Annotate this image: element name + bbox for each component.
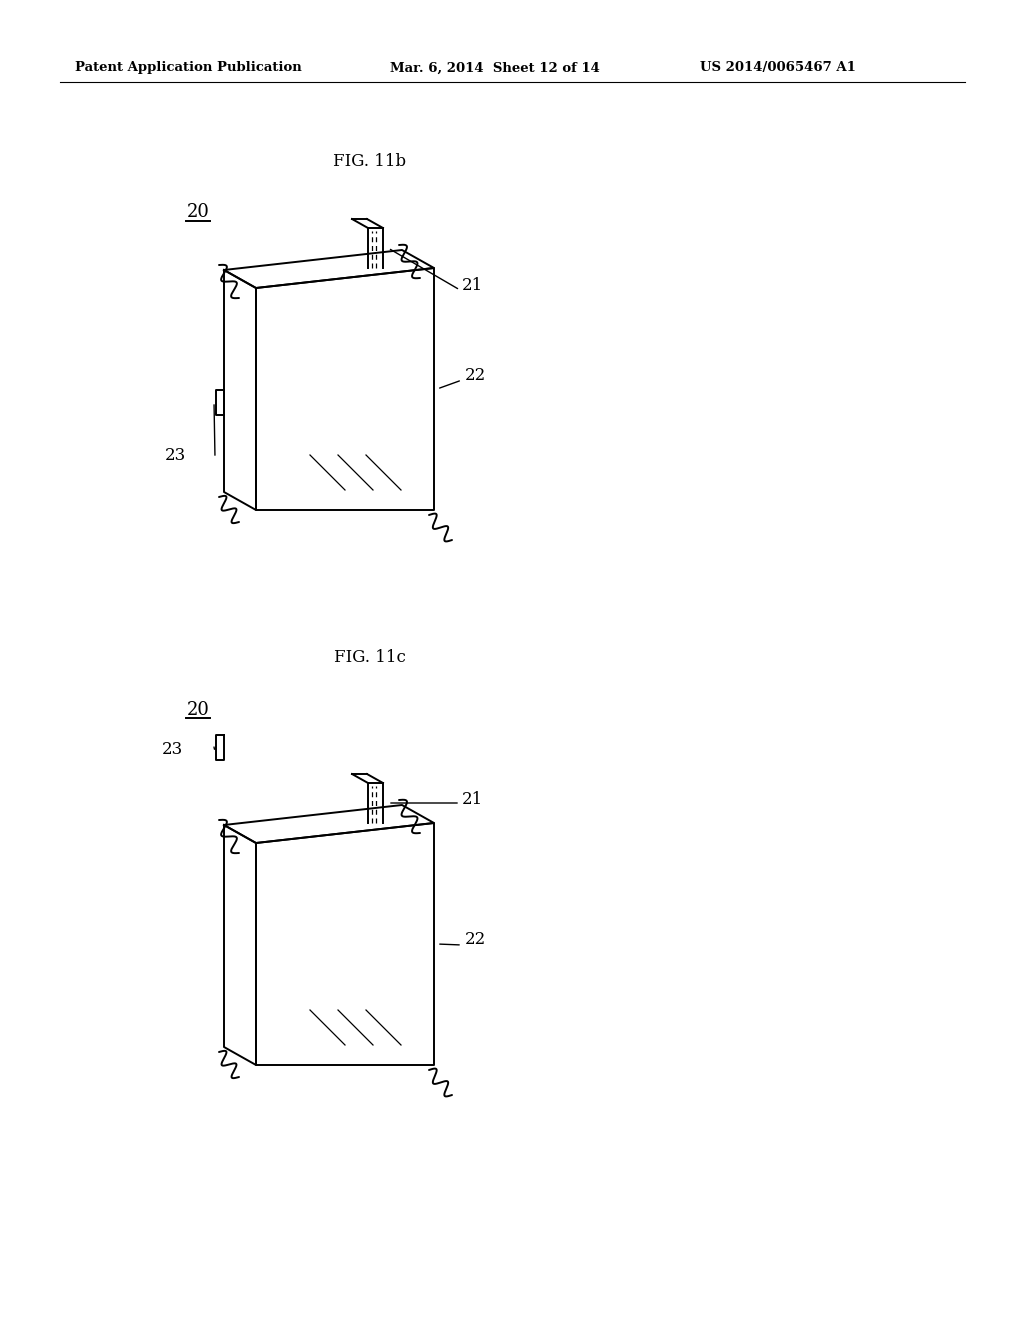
Text: FIG. 11c: FIG. 11c	[334, 648, 406, 665]
Text: 20: 20	[186, 701, 210, 719]
Text: US 2014/0065467 A1: US 2014/0065467 A1	[700, 62, 856, 74]
Text: FIG. 11b: FIG. 11b	[334, 153, 407, 170]
Text: 20: 20	[186, 203, 210, 220]
Text: 21: 21	[462, 791, 483, 808]
Text: 21: 21	[462, 277, 483, 294]
Text: 23: 23	[162, 741, 183, 758]
Text: Patent Application Publication: Patent Application Publication	[75, 62, 302, 74]
Text: 23: 23	[165, 446, 186, 463]
Text: Mar. 6, 2014  Sheet 12 of 14: Mar. 6, 2014 Sheet 12 of 14	[390, 62, 600, 74]
Text: 22: 22	[465, 367, 486, 384]
Text: 22: 22	[465, 932, 486, 949]
